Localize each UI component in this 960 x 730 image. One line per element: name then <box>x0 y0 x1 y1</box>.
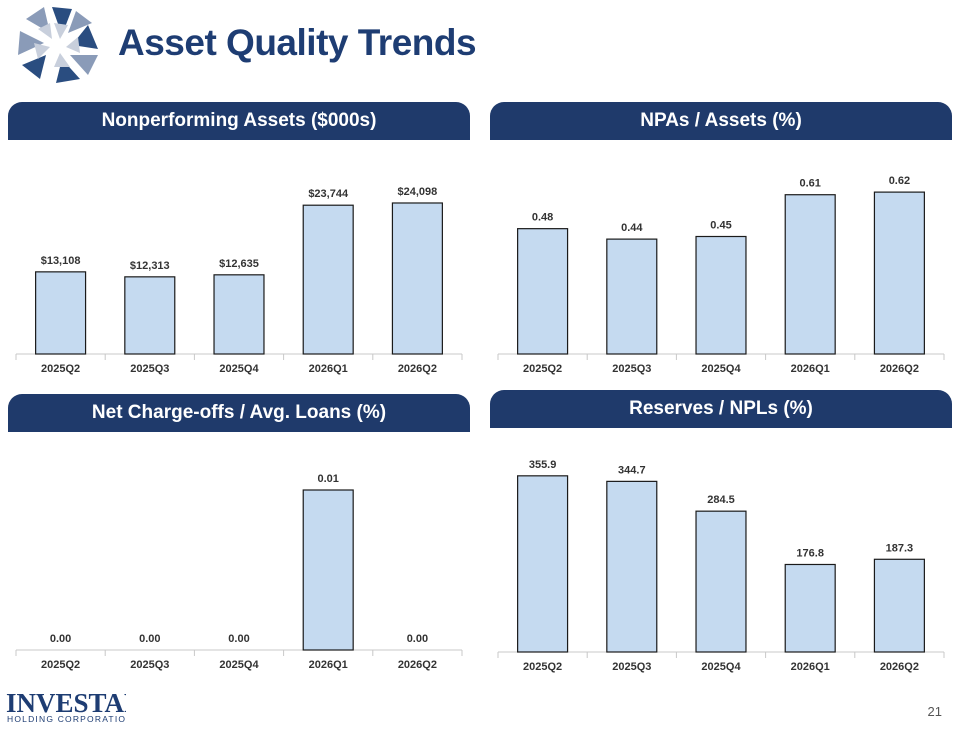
value-label-2025Q2: 0.00 <box>50 633 71 645</box>
category-label-2026Q1: 2026Q1 <box>791 363 830 375</box>
category-label-2025Q4: 2025Q4 <box>701 661 741 673</box>
value-label-2026Q1: 176.8 <box>796 547 824 559</box>
panel-reserves-npls: Reserves / NPLs (%) 355.9 2025Q2 344.7 2025… <box>490 390 952 678</box>
value-label-2025Q3: 0.00 <box>139 633 160 645</box>
bar-2026Q1 <box>302 489 354 651</box>
value-label-2026Q2: 0.00 <box>407 633 428 645</box>
value-label-2026Q2: 187.3 <box>886 542 914 554</box>
bar-2025Q3 <box>606 238 658 355</box>
company-logo-icon <box>18 7 98 83</box>
npas-assets-chart: 0.48 2025Q2 0.44 2025Q3 0.45 2025Q4 0.61 2026Q1… <box>497 175 945 375</box>
category-label-2025Q4: 2025Q4 <box>701 363 741 375</box>
bar-2026Q2 <box>873 191 925 355</box>
panel-header-reserves-npls: Reserves / NPLs (%) <box>490 390 952 428</box>
panel-header-nonperforming-assets: Nonperforming Assets ($000s) <box>8 102 470 140</box>
category-label-2025Q3: 2025Q3 <box>612 661 651 673</box>
panel-nonperforming-assets: Nonperforming Assets ($000s) $13,108 2025… <box>8 102 470 380</box>
value-label-2026Q1: $23,744 <box>308 188 349 200</box>
value-label-2025Q3: 344.7 <box>618 464 646 476</box>
value-label-2026Q1: 0.61 <box>799 178 820 190</box>
value-label-2025Q4: 284.5 <box>707 494 735 506</box>
bar-2025Q3 <box>124 276 176 355</box>
category-label-2025Q2: 2025Q2 <box>523 363 562 375</box>
bar-2025Q4 <box>695 235 747 355</box>
bar-2025Q2 <box>517 475 569 653</box>
value-label-2025Q4: 0.45 <box>710 220 731 232</box>
category-label-2026Q2: 2026Q2 <box>880 661 919 673</box>
value-label-2025Q3: $12,313 <box>130 260 170 272</box>
value-label-2025Q2: 355.9 <box>529 459 557 471</box>
value-label-2025Q4: $12,635 <box>219 258 259 270</box>
bar-2026Q1 <box>784 194 836 355</box>
category-label-2026Q1: 2026Q1 <box>309 363 348 375</box>
category-label-2025Q2: 2025Q2 <box>41 363 80 375</box>
category-label-2025Q3: 2025Q3 <box>612 363 651 375</box>
category-label-2026Q1: 2026Q1 <box>309 659 348 671</box>
category-label-2025Q2: 2025Q2 <box>41 659 80 671</box>
category-label-2025Q2: 2025Q2 <box>523 661 562 673</box>
page-number: 21 <box>927 704 942 719</box>
net-charge-offs-chart: 0.00 2025Q2 0.00 2025Q3 0.00 2025Q4 0.01 2026Q1… <box>15 473 463 671</box>
value-label-2026Q2: $24,098 <box>398 186 438 198</box>
panel-npas-assets: NPAs / Assets (%) 0.48 2025Q2 0.44 2025Q3 0.… <box>490 102 952 380</box>
value-label-2025Q2: $13,108 <box>41 255 81 267</box>
value-label-2025Q4: 0.00 <box>228 633 249 645</box>
bar-2025Q2 <box>35 271 87 355</box>
category-label-2026Q2: 2026Q2 <box>880 363 919 375</box>
investar-footer-logo: INVESTAR HOLDING CORPORATION <box>6 690 126 724</box>
nonperforming-assets-chart: $13,108 2025Q2 $12,313 2025Q3 $12,635 2025Q4 $… <box>15 186 463 375</box>
value-label-2025Q3: 0.44 <box>621 222 643 234</box>
panel-header-npas-assets: NPAs / Assets (%) <box>490 102 952 140</box>
page-title: Asset Quality Trends <box>118 22 477 63</box>
bar-2025Q4 <box>213 274 265 355</box>
bar-2026Q2 <box>391 202 443 355</box>
bar-2026Q1 <box>784 563 836 653</box>
value-label-2026Q1: 0.01 <box>317 473 338 485</box>
category-label-2026Q2: 2026Q2 <box>398 363 437 375</box>
value-label-2026Q2: 0.62 <box>889 175 910 187</box>
footer-logo-subtitle: HOLDING CORPORATION <box>7 714 126 724</box>
bar-2025Q2 <box>517 228 569 355</box>
panel-net-charge-offs: Net Charge-offs / Avg. Loans (%) 0.00 202… <box>8 394 470 678</box>
bar-2025Q4 <box>695 510 747 653</box>
category-label-2025Q4: 2025Q4 <box>219 659 259 671</box>
reserves-npls-chart: 355.9 2025Q2 344.7 2025Q3 284.5 2025Q4 176.8 20… <box>497 459 945 673</box>
bar-2025Q3 <box>606 480 658 653</box>
category-label-2025Q3: 2025Q3 <box>130 363 169 375</box>
footer-logo-name: INVESTAR <box>6 690 126 718</box>
value-label-2025Q2: 0.48 <box>532 212 553 224</box>
panel-header-net-charge-offs: Net Charge-offs / Avg. Loans (%) <box>8 394 470 432</box>
category-label-2026Q2: 2026Q2 <box>398 659 437 671</box>
category-label-2025Q4: 2025Q4 <box>219 363 259 375</box>
bar-2026Q2 <box>873 558 925 653</box>
category-label-2025Q3: 2025Q3 <box>130 659 169 671</box>
category-label-2026Q1: 2026Q1 <box>791 661 830 673</box>
bar-2026Q1 <box>302 204 354 355</box>
